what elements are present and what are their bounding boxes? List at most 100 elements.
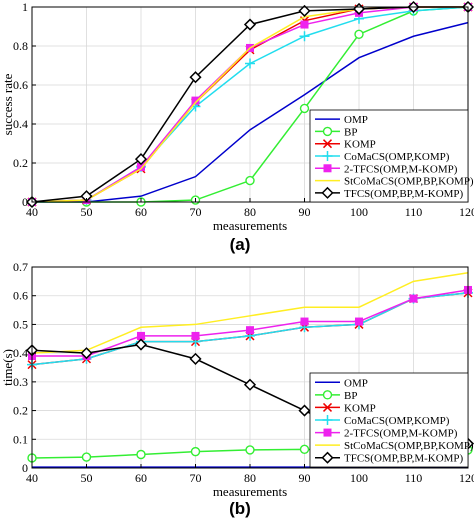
data-point: [298, 4, 311, 17]
x-tick-label: 110: [405, 471, 423, 485]
data-point: [245, 445, 255, 455]
legend-item: StCoMaCS(OMP,BP,KOMP): [315, 176, 474, 188]
legend-label: OMP: [344, 114, 368, 126]
x-axis-label: measurements: [213, 484, 287, 499]
legend-label: KOMP: [344, 402, 376, 414]
data-point: [245, 58, 255, 69]
y-tick-label: 0.6: [13, 78, 28, 92]
data-point: [298, 404, 311, 417]
y-axis-label: success rate: [0, 73, 15, 135]
legend-marker: [322, 415, 333, 425]
data-point: [300, 20, 309, 29]
y-tick-label: 0.2: [13, 404, 28, 418]
panel-label: (a): [230, 235, 251, 254]
x-tick-label: 60: [135, 471, 147, 485]
panel-label: (b): [229, 499, 251, 518]
data-point: [246, 326, 254, 335]
legend-label: TFCS(OMP,BP,M-KOMP): [344, 453, 464, 465]
data-point: [137, 331, 145, 340]
y-tick-label: 0.5: [13, 317, 28, 331]
legend-label: KOMP: [344, 139, 376, 151]
series-line: [31, 272, 469, 354]
legend-item: TFCS(OMP,BP,M-KOMP): [315, 451, 464, 465]
x-tick-label: 80: [244, 205, 256, 219]
y-tick-label: 0.2: [13, 156, 28, 170]
legend-marker: [322, 402, 333, 412]
legend-marker: [322, 151, 333, 161]
legend-label: CoMaCS(OMP,KOMP): [344, 415, 450, 427]
legend-item: TFCS(OMP,BP,M-KOMP): [315, 186, 464, 200]
data-point: [243, 378, 257, 391]
y-tick-label: 0: [22, 461, 28, 475]
x-axis-label: measurements: [213, 218, 287, 233]
legend-label: 2-TFCS(OMP,M-KOMP): [344, 428, 458, 440]
data-point: [134, 338, 148, 351]
legend-item: KOMP: [315, 402, 376, 414]
legend-marker: [322, 139, 333, 149]
legend-label: BP: [344, 126, 357, 138]
legend-label: BP: [344, 390, 357, 402]
x-tick-label: 100: [350, 471, 368, 485]
data-point: [245, 175, 255, 186]
data-point: [191, 331, 200, 340]
data-point: [299, 31, 310, 42]
legend-label: 2-TFCS(OMP,M-KOMP): [344, 163, 458, 175]
legend-item: CoMaCS(OMP,KOMP): [315, 415, 450, 427]
series-StCoMaCS(OMP,BP,KOMP): [31, 272, 469, 354]
x-tick-label: 120: [459, 471, 474, 485]
y-tick-label: 0.3: [13, 375, 28, 389]
x-tick-label: 120: [459, 205, 474, 219]
data-point: [243, 18, 257, 31]
data-point: [355, 317, 363, 326]
y-tick-label: 0.4: [13, 346, 28, 360]
legend-item: CoMaCS(OMP,KOMP): [315, 151, 450, 163]
y-axis-label: time(s): [0, 349, 15, 386]
legend-marker: [322, 126, 333, 137]
x-tick-label: 90: [299, 205, 311, 219]
legend-label: OMP: [344, 377, 368, 389]
chart-panel-1: 40 50 60 70 80 90 100 110 120 0 0.2 0.4 0.6 0.8 1 measu…: [0, 0, 474, 254]
legend-label: TFCS(OMP,BP,M-KOMP): [344, 188, 464, 200]
data-point: [136, 449, 146, 460]
x-tick-label: 50: [81, 205, 93, 219]
legend-item: BP: [315, 390, 357, 402]
y-tick-label: 0.6: [13, 289, 28, 303]
legend: OMPBPKOMPCoMaCS(OMP,KOMP)2-TFCS(OMP,M-KO…: [309, 109, 474, 203]
x-tick-label: 80: [244, 471, 256, 485]
data-point: [190, 446, 201, 457]
x-tick-label: 70: [190, 205, 202, 219]
x-tick-label: 90: [299, 471, 311, 485]
data-point: [81, 452, 92, 462]
y-tick-label: 0.1: [13, 432, 28, 446]
legend-item: StCoMaCS(OMP,BP,KOMP): [315, 440, 474, 452]
data-point: [191, 96, 200, 105]
y-tick-label: 0.8: [13, 39, 28, 53]
legend-item: OMP: [315, 377, 368, 389]
legend-item: 2-TFCS(OMP,M-KOMP): [315, 428, 458, 440]
y-tick-label: 1: [22, 0, 28, 14]
y-tick-label: 0.4: [13, 117, 28, 131]
data-point: [80, 347, 93, 360]
data-point: [299, 444, 310, 455]
chart-panel-2: 40 50 60 70 80 90 100 110 120 0 0.1 0.2 0.3 0.4 0.5 0.6…: [0, 260, 474, 518]
legend-label: StCoMaCS(OMP,BP,KOMP): [344, 176, 474, 188]
x-tick-label: 40: [26, 471, 38, 485]
legend-marker: [321, 186, 334, 199]
x-tick-label: 60: [135, 205, 147, 219]
data-point: [134, 153, 148, 166]
x-tick-label: 50: [81, 471, 93, 485]
legend-item: KOMP: [315, 139, 376, 151]
legend-marker: [323, 428, 332, 437]
legend-item: BP: [315, 126, 357, 138]
legend-label: StCoMaCS(OMP,BP,KOMP): [344, 440, 474, 452]
x-tick-label: 70: [190, 471, 202, 485]
legend-item: OMP: [315, 114, 368, 126]
y-tick-label: 0.7: [13, 260, 28, 274]
y-tick-label: 0: [22, 195, 28, 209]
data-point: [300, 317, 309, 326]
legend-marker: [322, 390, 333, 400]
data-point: [354, 29, 364, 39]
x-tick-label: 40: [26, 205, 38, 219]
legend: OMPBPKOMPCoMaCS(OMP,KOMP)2-TFCS(OMP,M-KO…: [309, 372, 474, 468]
